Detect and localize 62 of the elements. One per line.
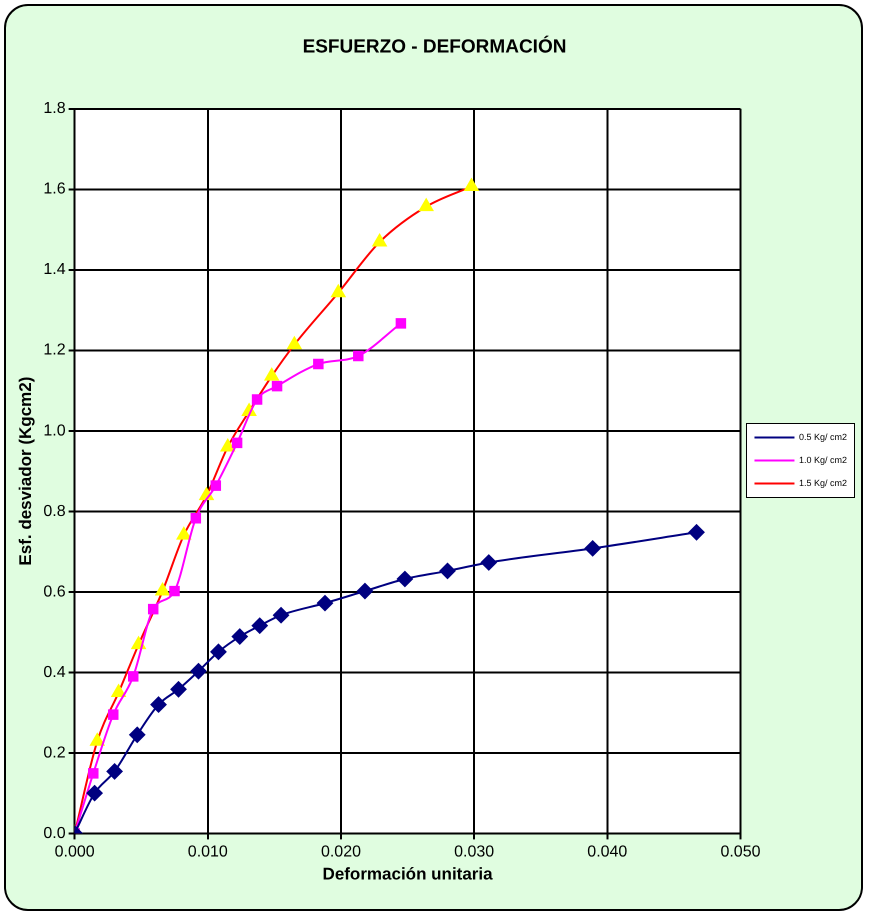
x-axis-title: Deformación unitaria bbox=[322, 864, 494, 884]
point bbox=[112, 684, 126, 698]
point bbox=[316, 595, 333, 612]
x-tick-label: 0.000 bbox=[54, 843, 95, 860]
point bbox=[232, 628, 248, 645]
point bbox=[148, 604, 158, 614]
x-tick-label: 0.050 bbox=[720, 843, 761, 860]
point bbox=[264, 368, 279, 381]
point bbox=[372, 234, 387, 247]
x-tick-label: 0.040 bbox=[587, 843, 628, 860]
point bbox=[464, 178, 479, 191]
point bbox=[272, 380, 282, 392]
point bbox=[232, 438, 242, 448]
point bbox=[190, 512, 202, 524]
y-tick-label: 0.0 bbox=[43, 824, 66, 842]
x-tick-label: 0.010 bbox=[188, 843, 228, 860]
point bbox=[480, 554, 497, 570]
x-tick-label: 0.030 bbox=[454, 843, 494, 860]
x-tick-label: 0.020 bbox=[320, 843, 362, 860]
point bbox=[176, 527, 191, 540]
point bbox=[169, 586, 180, 596]
point bbox=[108, 709, 119, 720]
point bbox=[688, 524, 705, 540]
y-tick-label: 1.4 bbox=[43, 261, 66, 278]
point bbox=[129, 726, 146, 743]
point bbox=[440, 562, 456, 579]
y-axis-title: Esf. desviador (Kgcm2) bbox=[16, 376, 35, 566]
point bbox=[584, 540, 601, 556]
y-tick-label: 0.4 bbox=[43, 664, 66, 681]
y-tick-label: 0.2 bbox=[43, 744, 66, 762]
point bbox=[88, 768, 99, 779]
point bbox=[396, 318, 406, 329]
point bbox=[273, 607, 290, 624]
point bbox=[356, 583, 373, 600]
point bbox=[331, 284, 346, 298]
point bbox=[190, 663, 206, 680]
point bbox=[220, 438, 235, 452]
point bbox=[106, 763, 123, 780]
y-tick-label: 1.6 bbox=[43, 180, 66, 198]
point bbox=[313, 358, 324, 370]
y-tick-label: 0.6 bbox=[43, 583, 66, 600]
legend-label: 1.0 Kg/ cm2 bbox=[798, 454, 848, 465]
chart-title: ESFUERZO - DEFORMACIÓN bbox=[302, 36, 566, 58]
point bbox=[150, 696, 167, 713]
point bbox=[419, 198, 434, 212]
legend-label: 0.5 Kg/ cm2 bbox=[798, 432, 848, 442]
legend-label: 1.5 Kg/ cm2 bbox=[798, 478, 848, 488]
y-tick-label: 1.8 bbox=[43, 100, 66, 118]
point bbox=[210, 644, 226, 660]
point bbox=[155, 583, 170, 596]
point bbox=[353, 350, 364, 362]
y-tick-label: 1.0 bbox=[43, 422, 66, 440]
y-tick-label: 0.8 bbox=[43, 502, 66, 520]
point bbox=[170, 681, 187, 698]
point bbox=[287, 336, 302, 350]
y-tick-label: 1.2 bbox=[43, 342, 66, 359]
point bbox=[252, 618, 268, 634]
point bbox=[396, 570, 413, 587]
point bbox=[210, 480, 222, 491]
point bbox=[128, 671, 138, 682]
point bbox=[86, 785, 103, 802]
point bbox=[252, 394, 262, 405]
